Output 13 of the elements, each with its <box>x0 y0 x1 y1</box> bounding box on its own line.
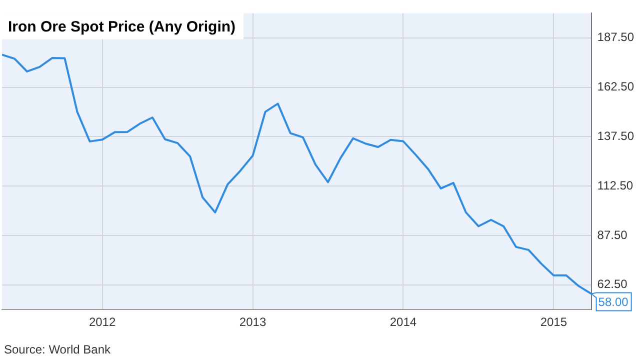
x-tick-label: 2014 <box>390 315 417 330</box>
chart-title: Iron Ore Spot Price (Any Origin) <box>8 18 236 36</box>
y-tick-label: 162.50 <box>597 80 634 94</box>
y-tick-label: 112.50 <box>597 178 634 192</box>
source-note: Source: World Bank <box>4 342 112 356</box>
y-tick-label: 87.50 <box>597 228 628 242</box>
y-tick-label: 62.50 <box>597 277 628 292</box>
x-tick-label: 2013 <box>239 315 266 330</box>
y-tick-label: 187.50 <box>597 30 634 44</box>
y-tick-label: 137.50 <box>597 129 634 144</box>
x-tick-label: 2012 <box>88 315 116 330</box>
annotation: 58.00 <box>598 295 629 310</box>
x-tick-label: 2015 <box>540 315 568 330</box>
